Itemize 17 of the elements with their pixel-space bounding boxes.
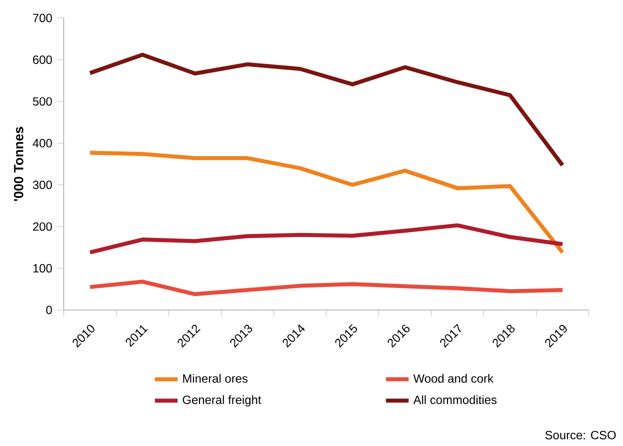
legend-label: Wood and cork	[413, 374, 494, 383]
line-series	[88, 52, 565, 168]
line-series	[88, 223, 565, 254]
legend-label: General freight	[182, 395, 262, 406]
legend-label: Mineral ores	[183, 374, 248, 383]
y-tick-label: 300	[32, 180, 52, 190]
y-tick-label: 100	[33, 264, 52, 273]
y-tick-label: 200	[33, 222, 52, 231]
line-series	[88, 150, 565, 254]
y-tick-label: 600	[33, 55, 52, 64]
y-tick-label: 700	[33, 14, 52, 22]
source-note: Source: CSO	[545, 430, 616, 440]
y-tick-label: 0	[46, 306, 52, 314]
legend-label: All commodities	[413, 395, 497, 404]
y-tick-label: 400	[32, 138, 52, 148]
y-tick-label: 500	[32, 97, 52, 106]
y-axis-title: '000 Tonnes	[14, 126, 24, 201]
